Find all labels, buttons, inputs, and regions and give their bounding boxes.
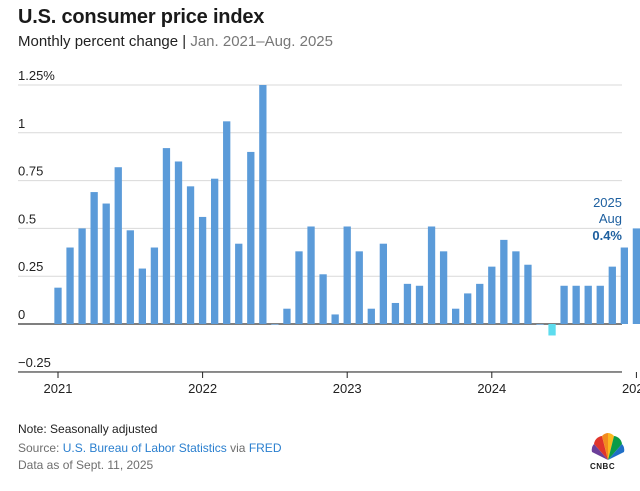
footer-source: Source: U.S. Bureau of Labor Statistics … — [18, 441, 281, 455]
bar — [488, 266, 496, 324]
bar — [548, 324, 556, 336]
bar — [247, 151, 255, 324]
y-tick-label: 1.25% — [18, 68, 55, 83]
bar — [283, 308, 291, 324]
x-tick-label: 2022 — [188, 381, 217, 396]
bar — [198, 216, 207, 324]
y-tick-label: 0 — [18, 307, 25, 322]
cnbc-logo-text: CNBC — [590, 462, 616, 471]
source-link-bls[interactable]: U.S. Bureau of Labor Statistics — [62, 441, 227, 455]
bars — [54, 85, 640, 336]
annotation-year: 2025 — [593, 195, 622, 210]
bar — [355, 251, 363, 324]
source-prefix: Source: — [18, 441, 63, 455]
bar — [90, 192, 98, 324]
bar — [452, 308, 460, 324]
bar — [415, 285, 424, 324]
bar — [162, 148, 171, 324]
bar — [572, 285, 580, 324]
x-tick-label: 2025 — [622, 381, 640, 396]
x-tick-label: 2024 — [477, 381, 506, 396]
bar — [319, 274, 327, 324]
bar — [427, 226, 436, 324]
subtitle-date-range: Jan. 2021–Aug. 2025 — [190, 33, 333, 50]
y-tick-label: 0.75 — [18, 164, 43, 179]
bar — [331, 314, 339, 324]
bar — [271, 324, 279, 325]
bar — [174, 161, 183, 324]
source-mid: via — [226, 441, 249, 455]
bar — [620, 247, 628, 324]
bar — [560, 285, 568, 324]
annotation-month: Aug — [599, 211, 622, 226]
bar — [307, 226, 315, 324]
bar — [391, 302, 400, 324]
bar — [295, 251, 303, 324]
bar — [78, 228, 86, 324]
bar — [439, 251, 448, 324]
bar — [608, 266, 616, 324]
bar — [150, 247, 159, 324]
bar — [596, 285, 604, 324]
bar — [235, 243, 243, 324]
x-tick-label: 2021 — [44, 381, 73, 396]
x-tick-label: 2023 — [333, 381, 362, 396]
bar — [632, 228, 640, 324]
bar — [211, 178, 219, 324]
bar — [512, 251, 520, 324]
cnbc-peacock-logo — [591, 433, 625, 460]
bar — [138, 268, 146, 324]
cpi-bar-chart: 1.25% 1 0.75 0.5 0.25 0 −0.25 2021 2022 2023 2024… — [18, 68, 640, 396]
bar — [102, 203, 110, 324]
bar — [403, 283, 412, 324]
bar — [476, 283, 484, 324]
bar — [126, 230, 134, 324]
bar — [223, 121, 231, 324]
y-tick-label: 0.5 — [18, 211, 36, 226]
subtitle-main: Monthly percent change — [18, 33, 179, 50]
footer-note: Note: Seasonally adjusted — [18, 422, 158, 436]
bar — [259, 85, 267, 324]
x-axis: 2021 2022 2023 2024 2025 — [18, 371, 640, 396]
bar — [524, 264, 532, 324]
bar — [54, 287, 62, 324]
annotation-value: 0.4% — [592, 228, 622, 243]
bar — [114, 167, 122, 324]
latest-value-annotation: 2025 Aug 0.4% — [592, 195, 622, 243]
bar — [584, 285, 592, 324]
bar — [343, 226, 351, 324]
y-tick-label: 0.25 — [18, 259, 43, 274]
bar — [500, 239, 508, 324]
bar — [66, 247, 74, 324]
bar — [464, 293, 472, 324]
y-tick-label: 1 — [18, 116, 25, 131]
bar — [367, 308, 375, 324]
footer-data-as-of: Data as of Sept. 11, 2025 — [18, 458, 154, 472]
source-link-fred[interactable]: FRED — [248, 441, 282, 455]
chart-subtitle: Monthly percent change | Jan. 2021–Aug. … — [18, 33, 333, 50]
y-axis-tick-labels: 1.25% 1 0.75 0.5 0.25 0 −0.25 — [18, 68, 55, 370]
bar — [186, 186, 195, 324]
bar — [536, 324, 544, 325]
chart-title: U.S. consumer price index — [18, 6, 265, 28]
bar — [379, 243, 387, 324]
subtitle-separator: | — [178, 33, 191, 50]
y-tick-label: −0.25 — [18, 355, 51, 370]
